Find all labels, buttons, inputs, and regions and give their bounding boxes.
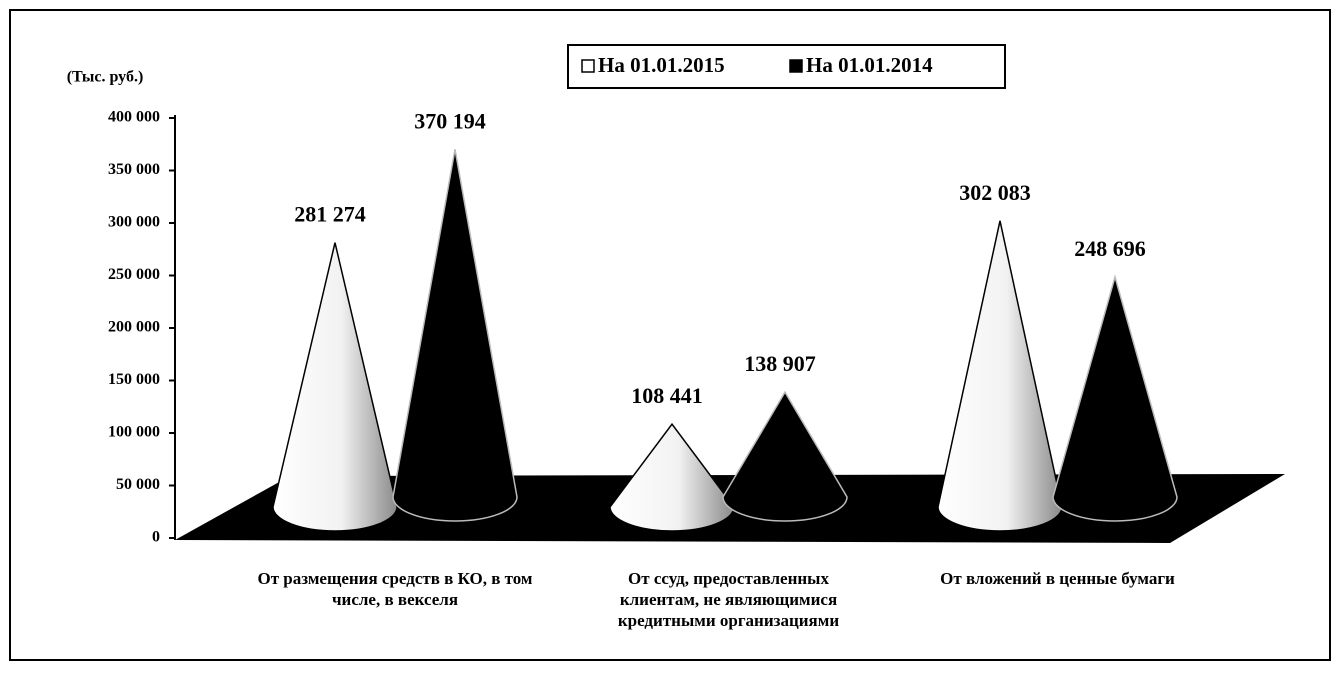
y-tick-label: 200 000 — [108, 319, 160, 336]
cone — [722, 390, 848, 522]
legend-label: На 01.01.2015 — [598, 53, 725, 77]
y-tick-label: 350 000 — [108, 161, 160, 178]
cone — [937, 220, 1063, 532]
legend-label: На 01.01.2014 — [806, 53, 933, 77]
x-tick-label: От вложений в ценные бумаги — [940, 569, 1175, 588]
cone — [272, 242, 398, 532]
x-tick-label: От ссуд, предоставленных клиентам, не яв… — [617, 569, 840, 630]
y-tick-label: 50 000 — [116, 476, 160, 493]
y-axis-label: (Тыс. руб.) — [67, 69, 144, 86]
value-label: 138 907 — [744, 351, 816, 376]
y-tick-label: 150 000 — [108, 371, 160, 388]
value-label: 281 274 — [294, 202, 366, 227]
legend-swatch — [789, 59, 803, 73]
x-tick-label: От размещения средств в КО, в том числе,… — [257, 569, 533, 609]
cone — [1052, 274, 1178, 522]
y-tick-label: 300 000 — [108, 214, 160, 231]
legend — [567, 44, 1006, 89]
y-tick-label: 100 000 — [108, 424, 160, 441]
value-label: 108 441 — [631, 383, 703, 408]
cone — [609, 422, 735, 532]
value-label: 248 696 — [1074, 236, 1146, 261]
value-label: 302 083 — [959, 180, 1031, 205]
y-tick-label: 400 000 — [108, 109, 160, 126]
legend-swatch — [581, 59, 595, 73]
value-label: 370 194 — [414, 108, 486, 133]
cone — [392, 149, 518, 522]
y-tick-label: 0 — [152, 529, 160, 546]
frame — [9, 9, 1331, 661]
y-tick-label: 250 000 — [108, 266, 160, 283]
